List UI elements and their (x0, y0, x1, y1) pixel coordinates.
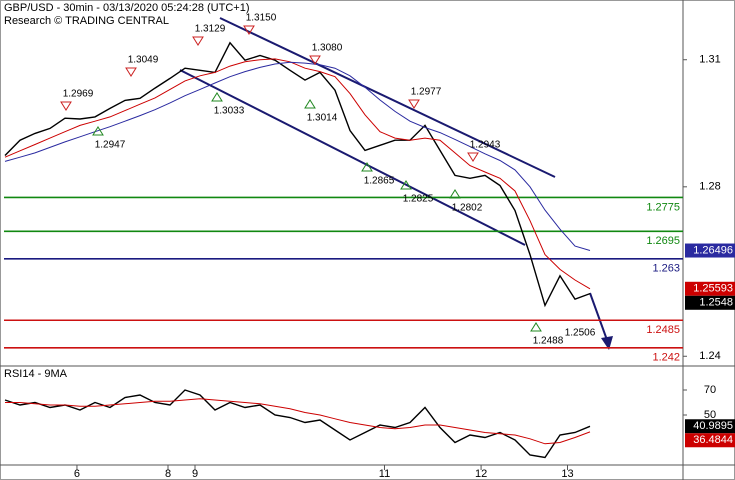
swing-low-marker (530, 322, 542, 332)
swing-label: 1.3080 (312, 43, 343, 54)
swing-label: 1.3150 (246, 13, 277, 24)
forecast-arrow (589, 292, 613, 350)
x-tick-label: 9 (192, 468, 198, 480)
swing-low-marker (361, 162, 373, 172)
swing-label: 1.2802 (452, 203, 483, 214)
swing-low-marker (92, 126, 104, 136)
swing-label: 1.2865 (364, 176, 395, 187)
rsi-title: RSI14 - 9MA (4, 368, 68, 380)
level-label: 1.263 (652, 263, 680, 275)
channel-lower (179, 69, 526, 246)
swing-high-marker (467, 152, 479, 162)
value-box (685, 243, 735, 258)
swing-low-marker (449, 189, 461, 199)
x-tick-label: 11 (379, 468, 390, 480)
value-box-label: 1.2548 (699, 297, 733, 309)
swing-label: 1.3033 (214, 106, 245, 117)
swing-high-marker (125, 67, 137, 77)
series-line (5, 398, 591, 445)
swing-label: 1.3014 (307, 113, 338, 124)
series-line (4, 41, 591, 308)
swing-label: 1.2506 (565, 328, 596, 339)
value-box (685, 433, 735, 448)
level-label: 1.2775 (646, 201, 680, 213)
swing-low-marker (211, 92, 223, 102)
value-box (685, 281, 735, 296)
value-box-label: 36.4844 (693, 434, 733, 446)
swing-label: 1.2947 (95, 140, 126, 151)
swing-low-marker (400, 180, 412, 190)
y-tick-label: 1.28 (699, 181, 720, 193)
value-box-label: 1.25593 (693, 283, 733, 295)
channel (179, 17, 556, 246)
series-line (4, 58, 591, 290)
swing-high-marker (192, 36, 204, 46)
swing-high-marker (309, 55, 321, 65)
swing-label: 1.2943 (470, 140, 501, 151)
x-tick-label: 12 (475, 468, 487, 480)
chart-title: GBP/USD - 30min - 03/13/2020 05:24:28 (U… (4, 2, 249, 14)
swing-high-marker (60, 101, 72, 111)
value-box-label: 1.26496 (693, 244, 733, 256)
swing-label: 1.2825 (403, 194, 434, 205)
value-box (685, 419, 735, 434)
chart-subtitle: Research © TRADING CENTRAL (4, 15, 169, 27)
arrow-shaft (589, 292, 608, 341)
x-tick-label: 8 (165, 468, 171, 480)
series-line (4, 61, 591, 251)
y-tick-label: 70 (704, 384, 716, 396)
level-label: 1.2695 (646, 235, 680, 247)
channel-upper (219, 17, 556, 178)
swing-label: 1.2977 (411, 87, 442, 98)
value-box (685, 295, 735, 310)
value-box-label: 40.9895 (693, 420, 733, 432)
swing-high-marker (243, 25, 255, 35)
arrow-head (601, 336, 613, 350)
swing-label: 1.3129 (195, 24, 226, 35)
y-tick-label: 1.31 (699, 54, 720, 66)
x-tick-label: 6 (74, 468, 80, 480)
series-line (4, 389, 591, 459)
y-tick-label: 1.24 (699, 350, 720, 362)
level-label: 1.242 (652, 352, 680, 364)
swing-label: 1.3049 (128, 55, 159, 66)
swing-high-marker (408, 99, 420, 109)
swing-label: 1.2969 (63, 89, 94, 100)
swing-label: 1.2488 (533, 336, 564, 347)
x-tick-label: 13 (561, 468, 573, 480)
y-tick-label: 50 (704, 409, 716, 421)
swing-low-marker (304, 99, 316, 109)
level-label: 1.2485 (646, 324, 680, 336)
